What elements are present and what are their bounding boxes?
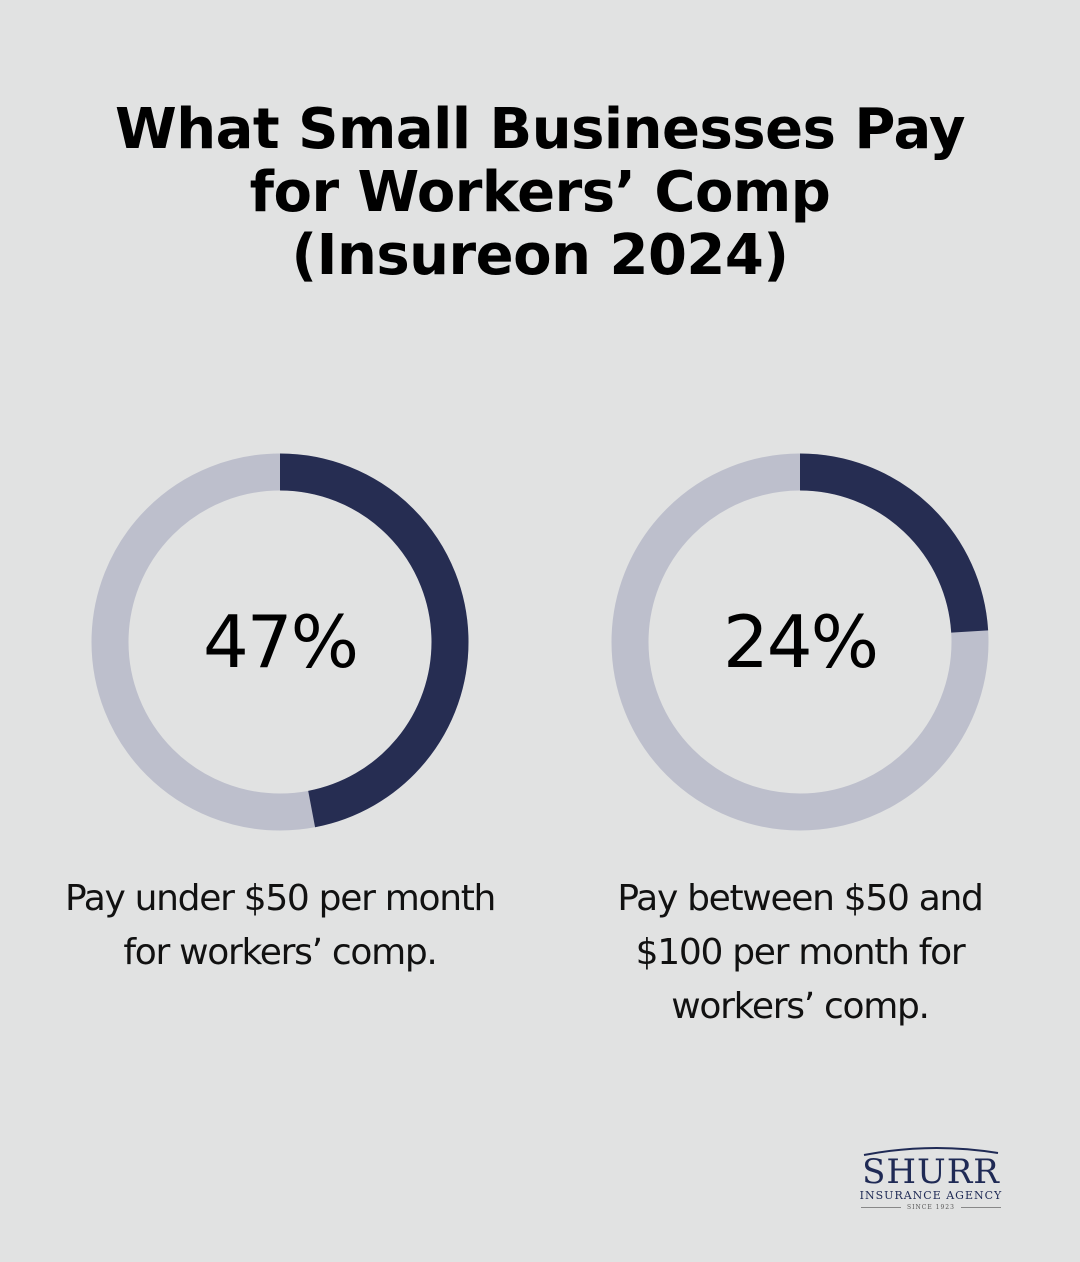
logo-since-text: SINCE 1923 xyxy=(907,1204,955,1211)
title-line-1: What Small Businesses Pay xyxy=(114,97,966,162)
shurr-logo: SHURR INSURANCE AGENCY SINCE 1923 xyxy=(848,1144,1014,1216)
percent-value: 47% xyxy=(202,600,359,684)
logo-subtitle: INSURANCE AGENCY xyxy=(859,1189,1003,1202)
donut-ring xyxy=(611,453,989,831)
logo-swoosh-icon xyxy=(863,1147,999,1156)
logo-brand: SHURR xyxy=(862,1152,1000,1192)
title-line-2: for Workers’ Comp xyxy=(249,160,831,225)
stat-caption: Pay between $50 and $100 per month for w… xyxy=(550,872,1050,1034)
donut-chart-50-to-100: 24% xyxy=(611,453,989,831)
title-line-3: (Insureon 2024) xyxy=(291,223,789,288)
caption-line: Pay under $50 per month xyxy=(64,878,496,919)
stat-caption: Pay under $50 per month for workers’ com… xyxy=(30,872,530,980)
caption-line: Pay between $50 and xyxy=(617,878,984,919)
caption-line: $100 per month for xyxy=(635,932,966,973)
caption-line: workers’ comp. xyxy=(671,986,930,1027)
logo-since: SINCE 1923 xyxy=(848,1204,1014,1212)
donut-ring xyxy=(91,453,469,831)
percent-value: 24% xyxy=(722,600,879,684)
page-title: What Small Businesses Pay for Workers’ C… xyxy=(0,98,1080,287)
donut-value-arc xyxy=(611,453,989,831)
donut-chart-under-50: 47% xyxy=(91,453,469,831)
donut-value-arc xyxy=(91,453,469,831)
caption-line: for workers’ comp. xyxy=(123,932,437,973)
